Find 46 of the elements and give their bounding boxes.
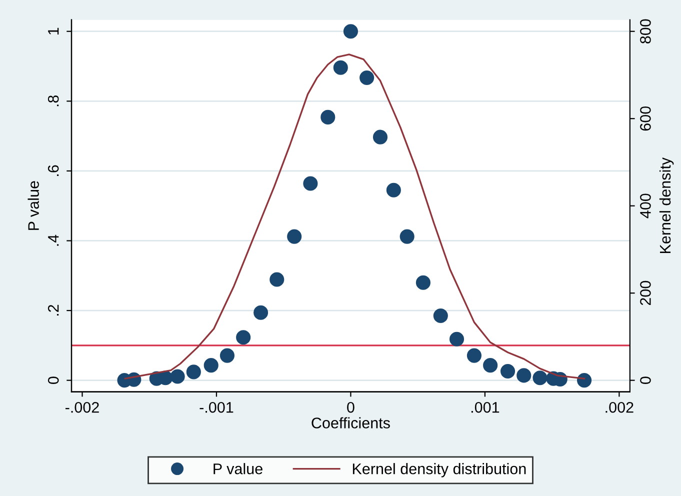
point (416, 275, 430, 290)
point (466, 348, 482, 363)
point (372, 130, 388, 144)
x-tick-label: .002 (606, 402, 634, 413)
point (483, 358, 498, 373)
legend-label: Kernel density distribution (352, 463, 526, 478)
x-axis-title: Coefficients (312, 417, 390, 428)
point (204, 358, 218, 373)
y-tick-label: 1 (48, 28, 59, 34)
legend-label: P value (214, 463, 262, 474)
y-axis-title: P value (28, 181, 39, 230)
point (500, 364, 516, 379)
y2-tick-label: 400 (640, 194, 651, 218)
y-tick-label: .6 (48, 165, 59, 176)
point (270, 272, 284, 287)
point (577, 373, 592, 388)
point (303, 176, 318, 191)
x-tick-label: -.001 (200, 402, 234, 413)
y-tick-label: .8 (48, 95, 59, 106)
point (386, 182, 401, 198)
point (333, 60, 348, 75)
point (532, 370, 548, 386)
y2-tick-label: 800 (640, 19, 651, 44)
point (220, 348, 234, 363)
point (343, 24, 358, 39)
point (320, 110, 336, 124)
y2-tick-label: 0 (640, 376, 651, 384)
point (287, 229, 302, 244)
point (170, 369, 185, 384)
y2-tick-label: 200 (640, 280, 651, 306)
x-tick-label: -.002 (66, 402, 99, 413)
y-tick-label: .4 (48, 234, 59, 246)
y-tick-label: .2 (48, 304, 59, 316)
point (236, 330, 251, 345)
point (253, 305, 268, 320)
point (449, 332, 464, 346)
y2-axis-title: Kernel density (659, 157, 674, 253)
point (433, 308, 448, 324)
point (516, 368, 532, 383)
y-tick-label: 0 (48, 376, 59, 384)
x-tick-label: 0 (347, 402, 354, 413)
point (186, 364, 201, 380)
point (360, 70, 374, 86)
x-tick-label: .001 (471, 402, 500, 413)
point (400, 229, 414, 244)
y2-tick-label: 600 (640, 106, 651, 131)
